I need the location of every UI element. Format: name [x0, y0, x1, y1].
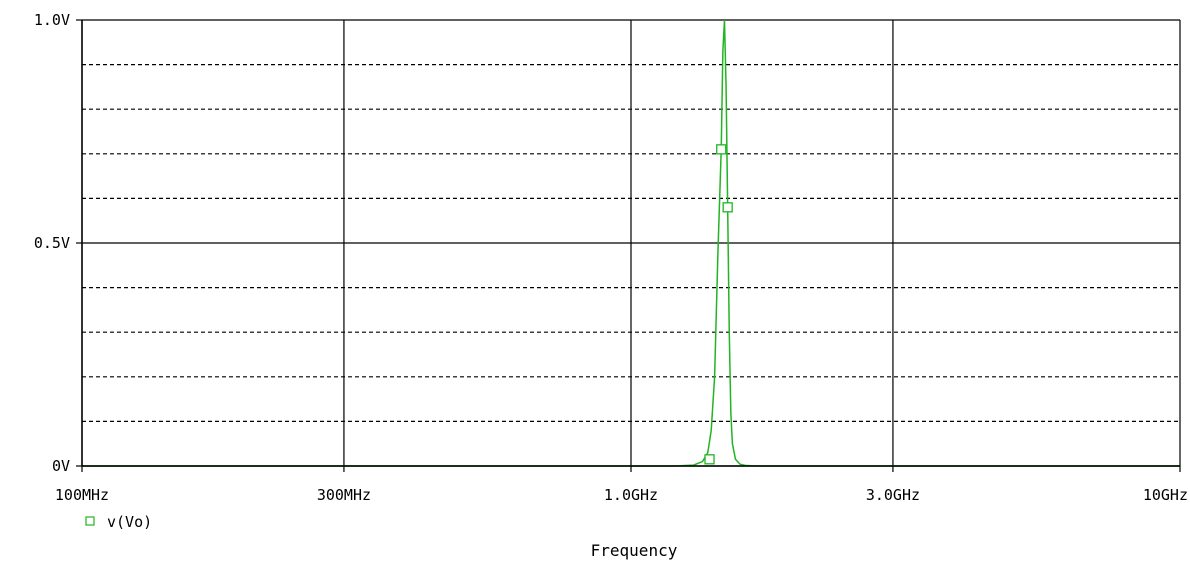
x-tick-label: 3.0GHz — [866, 486, 920, 504]
x-tick-label: 10GHz — [1143, 486, 1188, 504]
x-tick-label: 100MHz — [55, 486, 109, 504]
series-marker — [722, 202, 733, 213]
series-layer — [82, 19, 1180, 467]
series-marker — [704, 454, 715, 465]
legend: v(Vo) — [85, 513, 152, 531]
series-marker — [716, 144, 727, 155]
grid-layer — [81, 19, 1181, 467]
y-tick-label: 0.5V — [34, 234, 70, 252]
x-tick-label: 1.0GHz — [604, 486, 658, 504]
legend-marker-icon — [85, 516, 95, 526]
legend-series-label: v(Vo) — [107, 513, 152, 531]
y-tick-label: 0V — [52, 457, 70, 475]
axis-layer — [76, 19, 1181, 472]
tick-label-layer: 0V 0.5V 1.0V 100MHz 300MHz 1.0GHz 3.0GHz 10GHz — [34, 11, 1188, 504]
series-line — [82, 19, 1180, 467]
x-axis-title: Frequency — [591, 541, 678, 560]
x-tick-label: 300MHz — [317, 486, 371, 504]
y-tick-label: 1.0V — [34, 11, 70, 29]
